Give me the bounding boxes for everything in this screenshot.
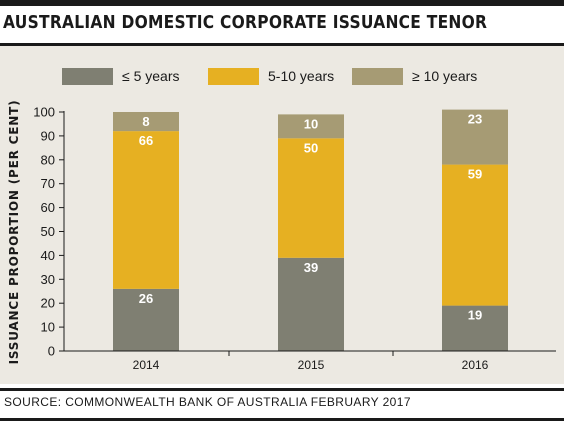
bar-segment: [278, 257, 344, 351]
bar-segment: [442, 109, 508, 165]
top-rule: [0, 0, 564, 6]
legend-swatch-mid: [208, 67, 259, 85]
y-tick-label: 0: [48, 344, 55, 359]
legend-swatch-short: [62, 67, 113, 85]
y-tick-label: 100: [33, 105, 55, 120]
y-tick-label: 90: [41, 128, 55, 143]
bar-segment: [442, 305, 508, 351]
y-tick-label: 40: [41, 248, 55, 263]
bottom-rule: [0, 388, 564, 391]
legend-swatch-long: [352, 67, 403, 85]
bar-segment: [278, 114, 344, 139]
legend-item-short: ≤ 5 years: [62, 66, 179, 86]
y-tick-label: 50: [41, 224, 55, 239]
bar-segment: [113, 131, 179, 289]
x-tick-label: 2014: [133, 358, 160, 372]
bar-segment: [278, 138, 344, 258]
y-tick-label: 60: [41, 200, 55, 215]
bar-segment: [113, 112, 179, 132]
data-label: 19: [468, 308, 482, 323]
source-note: SOURCE: COMMONWEALTH BANK OF AUSTRALIA F…: [4, 395, 411, 409]
y-tick-label: 20: [41, 296, 55, 311]
bar-segment: [113, 288, 179, 351]
y-tick-label: 70: [41, 176, 55, 191]
data-label: 50: [304, 140, 318, 155]
data-label: 10: [304, 116, 318, 131]
legend-label-mid: 5-10 years: [268, 68, 335, 84]
data-label: 8: [142, 114, 149, 129]
y-tick-label: 30: [41, 272, 55, 287]
title-rule: [0, 43, 564, 46]
data-label: 23: [468, 112, 482, 127]
y-tick-label: 10: [41, 320, 55, 335]
data-label: 26: [139, 291, 153, 306]
x-tick-label: 2016: [462, 358, 489, 372]
data-label: 59: [468, 167, 482, 182]
data-label: 66: [139, 133, 153, 148]
legend-item-long: ≥ 10 years: [352, 66, 477, 86]
legend-label-short: ≤ 5 years: [122, 68, 180, 84]
end-rule: [0, 418, 564, 421]
chart-title: AUSTRALIAN DOMESTIC CORPORATE ISSUANCE T…: [3, 12, 488, 33]
x-tick-label: 2015: [298, 358, 325, 372]
y-tick-label: 80: [41, 152, 55, 167]
data-label: 39: [304, 260, 318, 275]
bar-segment: [442, 164, 508, 306]
legend-item-mid: 5-10 years: [208, 66, 334, 86]
legend-label-long: ≥ 10 years: [412, 68, 478, 84]
